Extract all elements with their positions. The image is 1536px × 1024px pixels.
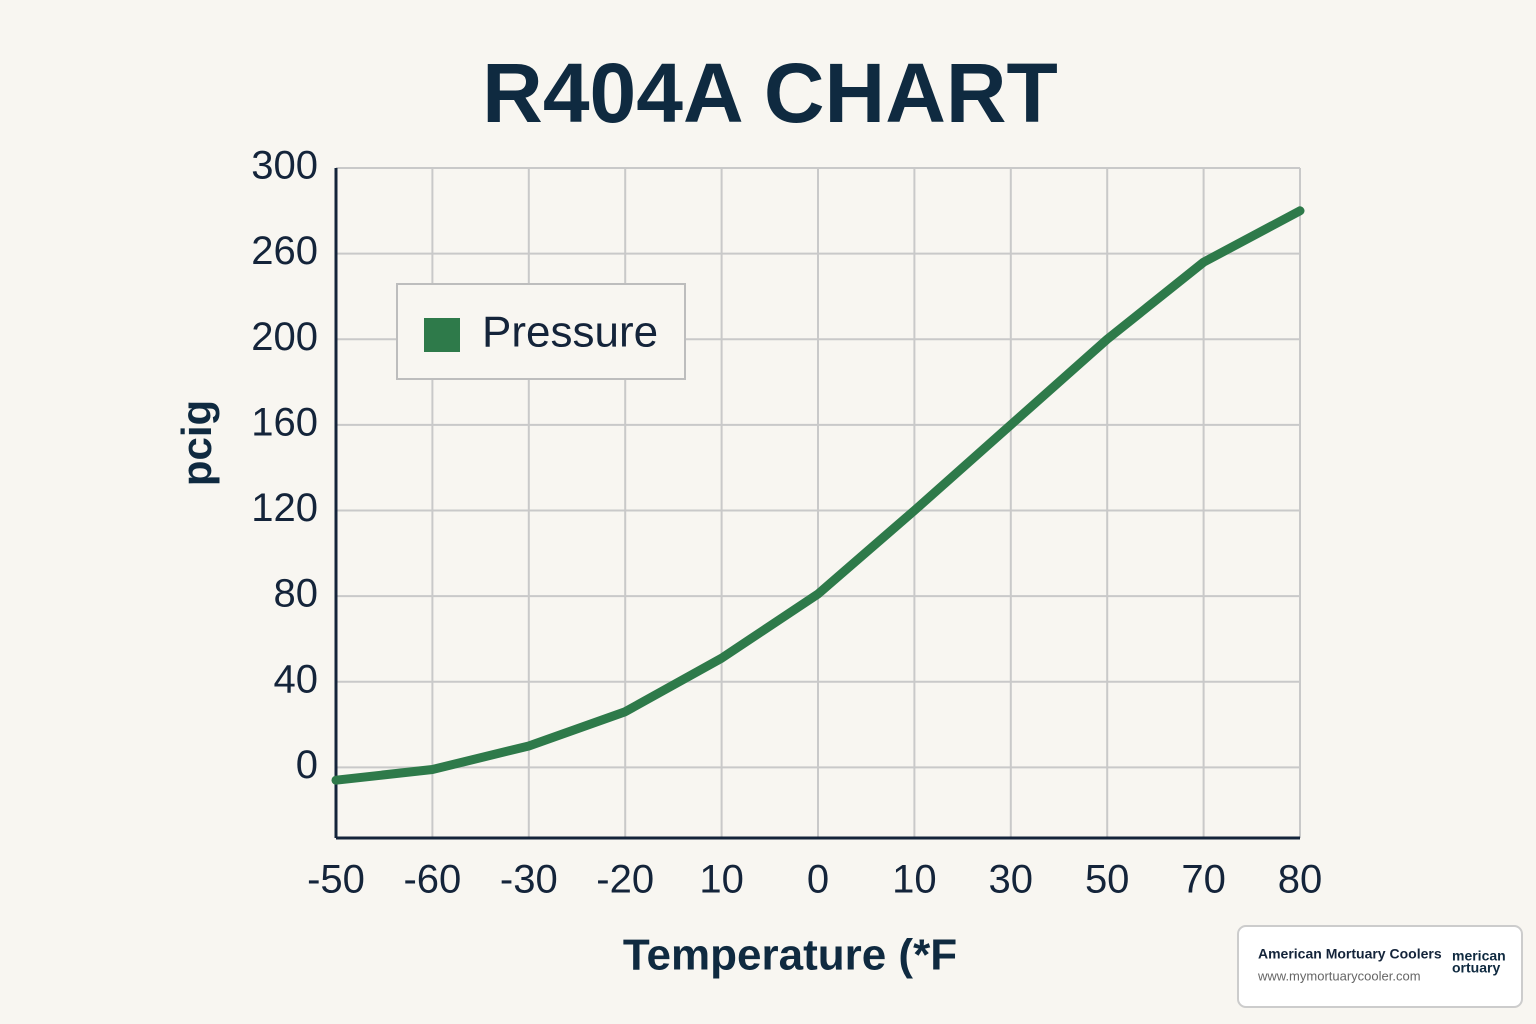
- y-tick-label: 120: [251, 486, 318, 530]
- y-tick-label: 300: [251, 144, 318, 188]
- y-tick-label: 200: [251, 315, 318, 359]
- watermark-box: [1237, 925, 1523, 1008]
- y-tick-label: 80: [274, 572, 319, 616]
- watermark-company: American Mortuary Coolers: [1258, 946, 1442, 962]
- x-tick-label: -50: [307, 858, 365, 902]
- x-tick-label: 70: [1181, 858, 1226, 902]
- logo-text: ortuary: [1452, 960, 1500, 976]
- x-tick-label: -30: [500, 858, 558, 902]
- x-axis-label: Temperature (*F: [623, 931, 957, 980]
- x-tick-label: 30: [989, 858, 1034, 902]
- chart-title: R404A CHART: [482, 46, 1058, 140]
- legend-swatch: [424, 318, 460, 352]
- legend-label: Pressure: [482, 308, 658, 357]
- plot-area: 0 40 80 120 160 200 260 300 -50 -60 -30 -20 10 0 10 30 5…: [251, 144, 1322, 902]
- watermark-url: www.mymortuarycooler.com: [1257, 968, 1421, 983]
- data-line: [331, 206, 1305, 785]
- x-tick-label: -60: [403, 858, 461, 902]
- x-tick-label: 80: [1278, 858, 1323, 902]
- x-tick-label: -20: [596, 858, 654, 902]
- y-tick-label: 260: [251, 229, 318, 273]
- y-axis-label: pcig: [173, 400, 220, 486]
- watermark: American Mortuary Coolers www.mymortuary…: [1237, 925, 1523, 1008]
- logo-text: merican: [1452, 948, 1506, 964]
- y-tick-label: 0: [296, 743, 318, 787]
- legend: Pressure: [396, 283, 686, 380]
- x-tick-label: 50: [1085, 858, 1130, 902]
- x-tick-label: 0: [807, 858, 829, 902]
- y-tick-label: 40: [274, 657, 319, 701]
- y-tick-label: 160: [251, 400, 318, 444]
- x-tick-label: 10: [892, 858, 937, 902]
- x-tick-label: 10: [699, 858, 744, 902]
